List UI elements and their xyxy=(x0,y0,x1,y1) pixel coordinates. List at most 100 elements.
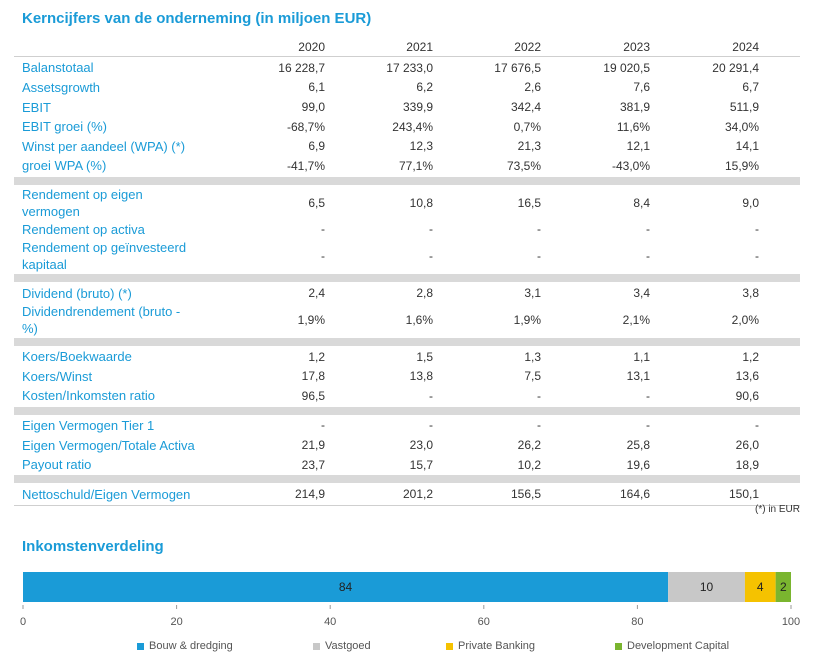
row-label-line: Dividendrendement (bruto - xyxy=(22,303,181,319)
row-label-line: Eigen Vermogen/Totale Activa xyxy=(22,437,195,453)
table-cell: 2,1% xyxy=(622,312,650,327)
table-cell: 511,9 xyxy=(729,100,759,114)
table-cell: 23,0 xyxy=(409,438,433,452)
legend-swatch xyxy=(137,642,144,650)
legend-label: Vastgoed xyxy=(325,640,371,652)
page-title: Kerncijfers van de onderneming (in miljo… xyxy=(22,10,372,27)
row-label: Kosten/Inkomsten ratio xyxy=(22,387,155,404)
table-cell: - xyxy=(755,222,759,237)
row-label-line: Payout ratio xyxy=(22,457,92,473)
legend-label: Private Banking xyxy=(458,640,536,652)
table-cell: 17 676,5 xyxy=(494,60,541,75)
table-cell: - xyxy=(537,222,541,237)
table-cell: 214,9 xyxy=(294,487,325,502)
table-cell: 6,1 xyxy=(308,80,325,95)
table-cell: 96,5 xyxy=(301,388,325,403)
table-cell: 15,9% xyxy=(724,158,759,173)
table-cell: 1,5 xyxy=(416,349,433,364)
table-cell: 3,1 xyxy=(524,286,541,300)
table-cell: - xyxy=(429,418,433,433)
row-label-line: Rendement op eigen xyxy=(22,186,143,202)
table-cell: 2,6 xyxy=(524,80,541,95)
footnote: (*) in EUR xyxy=(754,504,800,515)
table-cell: 1,6% xyxy=(405,312,433,327)
table-cell: 77,1% xyxy=(398,158,433,173)
table-cell: 342,4 xyxy=(510,100,541,114)
table-cell: 15,7 xyxy=(409,457,433,472)
table-cell: 10,8 xyxy=(409,195,433,210)
table-cell: 25,8 xyxy=(626,438,650,452)
legend-label: Development Capital xyxy=(627,640,730,652)
table-cell: 201,2 xyxy=(402,487,433,502)
table-cell: - xyxy=(429,222,433,237)
row-label: groei WPA (%) xyxy=(22,157,106,174)
table-cell: 26,2 xyxy=(517,438,541,452)
table-cell: 11,6% xyxy=(616,119,650,134)
data-label: 10 xyxy=(700,580,714,594)
table-cell: 13,6 xyxy=(735,369,759,384)
bottom-rule xyxy=(14,505,800,506)
year-header: 2021 xyxy=(406,40,433,54)
tick-label: 20 xyxy=(170,616,182,628)
table-cell: 1,9% xyxy=(297,312,325,327)
row-label-line: Kosten/Inkomsten ratio xyxy=(22,388,155,404)
table-cell: 13,8 xyxy=(409,369,433,384)
row-label-line: Eigen Vermogen Tier 1 xyxy=(22,417,155,433)
table-cell: 6,9 xyxy=(308,139,325,154)
row-label: Dividendrendement (bruto -%) xyxy=(22,303,180,337)
year-header: 2023 xyxy=(623,40,650,54)
table-cell: 20 291,4 xyxy=(712,60,759,75)
row-label: EBIT groei (%) xyxy=(22,118,107,135)
table-cell: - xyxy=(646,418,650,433)
row-label-line: Rendement op geïnvesteerd xyxy=(22,240,187,256)
table-cell: 0,7% xyxy=(513,119,541,134)
header-rule xyxy=(14,56,800,57)
bar-segment xyxy=(775,572,791,602)
table-cell: 73,5% xyxy=(506,158,541,173)
row-label-line: Koers/Boekwaarde xyxy=(22,349,132,365)
table-cell: 6,5 xyxy=(308,195,325,210)
row-label-line: Assetsgrowth xyxy=(22,79,101,95)
table-cell: 3,4 xyxy=(633,286,650,300)
table-cell: -43,0% xyxy=(611,158,650,173)
row-label-line: EBIT groei (%) xyxy=(22,119,108,135)
table-cell: 9,0 xyxy=(742,195,759,210)
table-cell: - xyxy=(537,418,541,433)
row-label-line: Koers/Winst xyxy=(22,368,93,384)
row-label: Assetsgrowth xyxy=(22,79,100,96)
table-cell: - xyxy=(321,418,325,433)
row-label: Eigen Vermogen Tier 1 xyxy=(22,417,154,434)
table-cell: 1,2 xyxy=(308,349,325,364)
table-cell: - xyxy=(646,249,650,264)
tick-label: 80 xyxy=(631,616,643,628)
row-label-line: groei WPA (%) xyxy=(22,158,107,174)
table-cell: - xyxy=(646,222,650,237)
table-cell: 12,1 xyxy=(626,139,650,154)
table-cell: 13,1 xyxy=(626,369,650,384)
table-cell: 16 228,7 xyxy=(278,60,325,75)
row-label-line: Rendement op activa xyxy=(22,221,145,237)
table-cell: - xyxy=(429,388,433,403)
table-cell: 1,1 xyxy=(633,349,650,364)
table-cell: 99,0 xyxy=(301,100,325,114)
group-separator xyxy=(14,337,800,346)
row-label: Rendement op eigen vermogen xyxy=(22,186,143,220)
table-cell: 19 020,5 xyxy=(603,60,650,75)
table-cell: 1,2 xyxy=(742,349,759,364)
table-cell: 23,7 xyxy=(301,457,325,472)
row-label-line: kapitaal xyxy=(22,257,67,273)
table-cell: 8,4 xyxy=(633,195,650,210)
table-cell: 6,7 xyxy=(742,80,759,95)
table-cell: - xyxy=(321,222,325,237)
tick-label: 40 xyxy=(324,616,336,628)
row-label: Rendement op activa xyxy=(22,221,145,238)
year-header: 2024 xyxy=(732,40,759,54)
row-label: Dividend (bruto) (*) xyxy=(22,285,132,302)
legend-label: Bouw & dredging xyxy=(149,640,233,652)
table-cell: 18,9 xyxy=(735,457,759,472)
row-label: Payout ratio xyxy=(22,456,91,473)
table-cell: 2,0% xyxy=(731,312,759,327)
row-label-line: EBIT xyxy=(22,99,51,115)
table-cell: - xyxy=(537,249,541,264)
table-cell: 243,4% xyxy=(392,119,433,134)
